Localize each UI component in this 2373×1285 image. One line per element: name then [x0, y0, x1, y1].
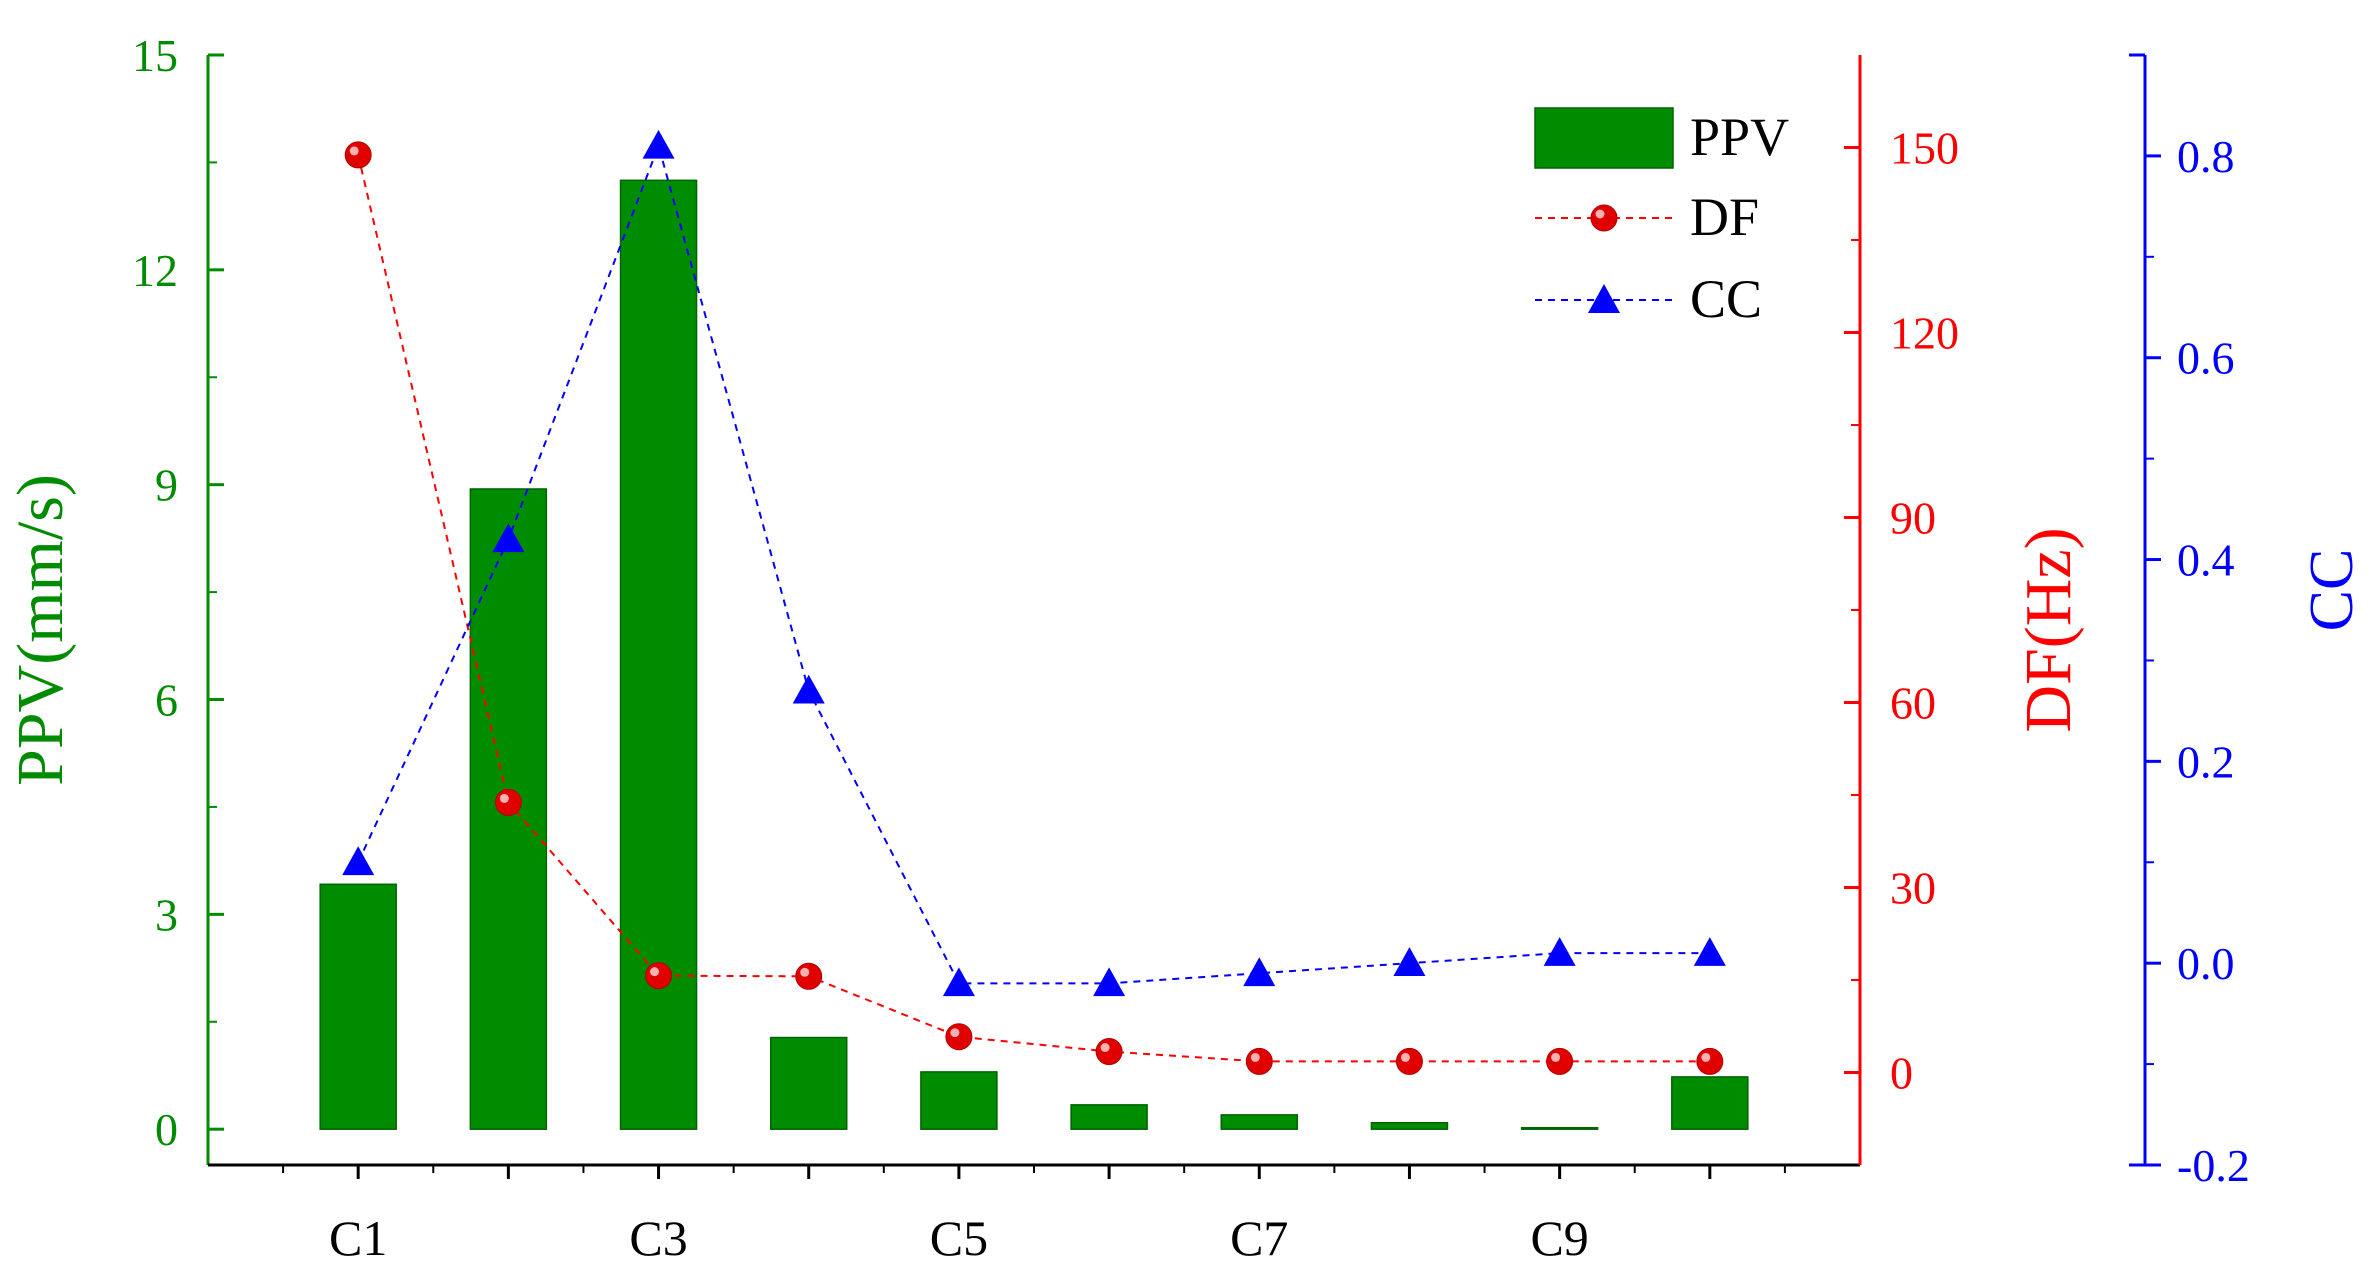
left-tick-label: 9: [155, 460, 178, 511]
far-right-axis-title: CC: [2298, 549, 2366, 632]
point-cc-c4: [792, 674, 825, 704]
point-df-c7: [1245, 1047, 1273, 1075]
legend-marker-df: [1590, 204, 1618, 232]
point-df-highlight-c4: [800, 967, 810, 977]
point-df-c1: [344, 141, 372, 169]
point-df-highlight-c1: [349, 146, 359, 156]
bar-ppv-c9: [1520, 1127, 1599, 1130]
point-df-c8: [1395, 1047, 1423, 1075]
bar-ppv-c5: [920, 1071, 998, 1130]
point-df-c9: [1546, 1047, 1574, 1075]
left-tick-label: 15: [132, 30, 178, 81]
bar-ppv-c8: [1370, 1121, 1449, 1130]
far-right-tick-label: 0.4: [2177, 535, 2235, 586]
point-cc-c7: [1243, 957, 1276, 987]
x-tick-label-c5: C5: [930, 1210, 988, 1266]
far-right-tick-label: 0.0: [2177, 938, 2235, 989]
point-df-highlight-c3: [650, 967, 660, 977]
right-tick-label: 120: [1890, 308, 1959, 359]
bar-ppv-c10: [1671, 1076, 1749, 1130]
far-right-tick-label: 0.8: [2177, 131, 2235, 182]
legend-marker-df-highlight: [1595, 209, 1605, 219]
bar-ppv-c6: [1070, 1104, 1148, 1130]
point-cc-c2: [492, 523, 525, 553]
left-tick-label: 0: [155, 1104, 178, 1155]
legend-label-df: DF: [1690, 187, 1759, 247]
point-df-c2: [494, 788, 522, 816]
point-df-highlight-c8: [1400, 1052, 1410, 1062]
far-right-tick-label: -0.2: [2177, 1140, 2250, 1191]
point-df-c6: [1095, 1038, 1123, 1066]
legend-label-cc: CC: [1690, 269, 1762, 329]
point-cc-c6: [1093, 967, 1126, 997]
right-tick-label: 150: [1890, 123, 1959, 174]
legend-swatch-ppv: [1534, 107, 1674, 169]
x-tick-label-c3: C3: [629, 1210, 687, 1266]
x-tick-label-c1: C1: [329, 1210, 387, 1266]
point-cc-c8: [1393, 947, 1426, 976]
x-tick-label-c7: C7: [1230, 1210, 1288, 1266]
left-tick-label: 6: [155, 675, 178, 726]
right-tick-label: 0: [1890, 1048, 1913, 1099]
point-cc-c1: [342, 846, 375, 876]
point-df-highlight-c7: [1250, 1052, 1260, 1062]
left-axis-title: PPV(mm/s): [4, 474, 77, 786]
point-df-c5: [945, 1023, 973, 1051]
left-tick-label: 3: [155, 889, 178, 940]
right-tick-label: 90: [1890, 493, 1936, 544]
x-tick-label-c9: C9: [1530, 1210, 1588, 1266]
line-df: [357, 154, 1710, 1063]
point-df-highlight-c9: [1551, 1052, 1561, 1062]
point-df-c4: [795, 962, 823, 990]
far-right-tick-label: 0.2: [2177, 736, 2235, 787]
point-df-highlight-c5: [950, 1028, 960, 1038]
bar-ppv-c1: [319, 883, 397, 1130]
left-tick-label: 12: [132, 245, 178, 296]
point-cc-c5: [942, 967, 975, 997]
point-df-c3: [645, 962, 673, 990]
point-cc-c3: [642, 129, 675, 159]
right-axis-title: DF(Hz): [2012, 527, 2085, 732]
right-tick-label: 60: [1890, 678, 1936, 729]
bar-ppv-c7: [1220, 1114, 1299, 1130]
legend-marker-cc: [1588, 284, 1620, 313]
point-df-highlight-c10: [1701, 1052, 1711, 1062]
right-tick-label: 30: [1890, 863, 1936, 914]
line-cc: [357, 142, 1710, 985]
point-cc-c9: [1543, 937, 1576, 966]
legend-label-ppv: PPV: [1690, 107, 1789, 167]
bar-ppv-c4: [769, 1036, 848, 1130]
far-right-tick-label: 0.6: [2177, 333, 2235, 384]
point-df-highlight-c6: [1100, 1043, 1110, 1053]
point-cc-c10: [1693, 937, 1726, 966]
point-df-highlight-c2: [499, 793, 509, 803]
point-df-c10: [1696, 1047, 1724, 1075]
